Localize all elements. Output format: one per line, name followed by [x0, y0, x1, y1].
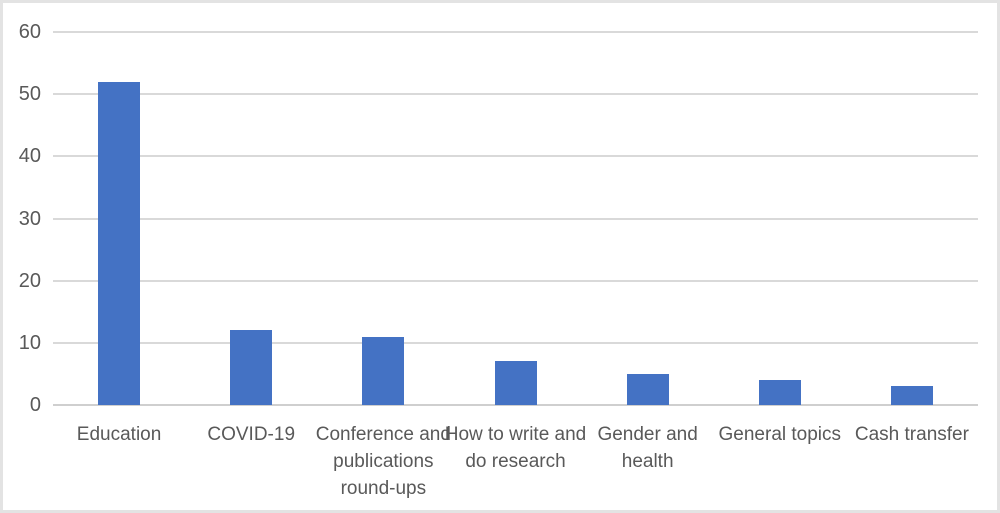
bar — [626, 373, 669, 405]
y-tick-label: 10 — [18, 331, 41, 354]
x-axis-line — [53, 404, 978, 406]
y-tick-label: 50 — [18, 83, 41, 106]
y-tick-label: 60 — [18, 21, 41, 43]
x-category-label: General topics — [718, 424, 842, 445]
y-tick-label: 40 — [18, 145, 41, 168]
y-tick-label: 30 — [18, 207, 41, 230]
y-tick-label: 0 — [29, 394, 41, 416]
x-category-label: Education — [76, 424, 162, 445]
bar-chart: 0 10 20 30 40 50 60 Education COVID-19 Conferenc… — [3, 3, 997, 510]
bar — [494, 361, 537, 405]
gridline — [53, 279, 978, 282]
bar — [890, 386, 933, 405]
x-category-label: How to write and do research — [444, 424, 587, 472]
bar — [230, 330, 273, 405]
x-category-label: COVID-19 — [207, 424, 296, 445]
x-category-label: Cash transfer — [854, 424, 969, 445]
gridline — [53, 217, 978, 220]
x-category-label: Conference and publications round-ups — [315, 424, 451, 499]
bar — [758, 380, 801, 405]
gridline — [53, 93, 978, 96]
bar — [362, 336, 405, 405]
gridline — [53, 31, 978, 33]
x-category-label: Gender and health — [597, 424, 698, 472]
bar — [98, 81, 141, 405]
gridline — [53, 341, 978, 344]
gridline — [53, 155, 978, 158]
y-tick-label: 20 — [18, 269, 41, 292]
